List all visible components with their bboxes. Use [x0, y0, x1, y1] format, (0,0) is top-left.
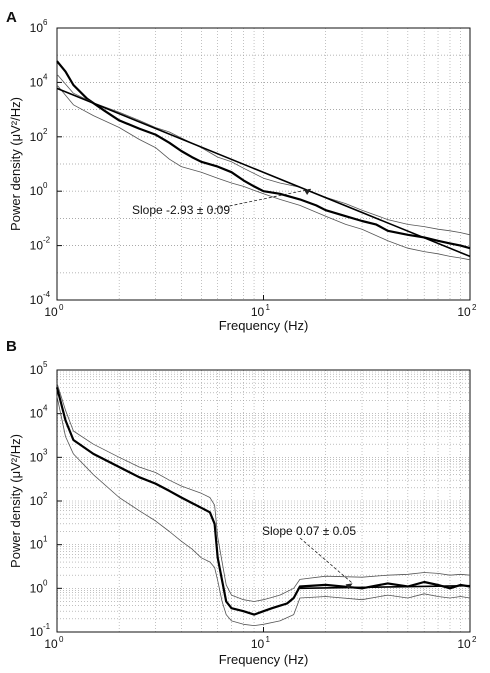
y-tick-exponent: 5 — [43, 360, 48, 369]
y-tick-exponent: 6 — [43, 18, 48, 27]
y-tick-label: 10 — [30, 293, 44, 307]
y-tick-label: 10 — [30, 625, 44, 639]
y-tick-label: 10 — [30, 239, 44, 253]
y-tick-exponent: 1 — [43, 535, 48, 544]
series-fit — [299, 584, 471, 590]
series-lower — [56, 84, 471, 261]
series-upper — [56, 382, 471, 602]
y-tick-label: 10 — [30, 538, 44, 552]
slope-annotation: Slope 0.07 ± 0.05 — [262, 524, 356, 538]
y-tick-label: 10 — [30, 450, 44, 464]
y-axis-label: Power density (μV²/Hz) — [8, 97, 23, 231]
panel-label: A — [6, 9, 17, 26]
y-axis-label: Power density (μV²/Hz) — [8, 434, 23, 568]
y-tick-label: 10 — [30, 581, 44, 595]
x-tick-exponent: 1 — [266, 303, 271, 312]
annotation-arrowhead — [345, 583, 353, 590]
y-tick-label: 10 — [30, 407, 44, 421]
series-mean — [55, 387, 471, 616]
y-tick-exponent: 0 — [43, 181, 48, 190]
y-tick-exponent: 4 — [43, 72, 48, 81]
y-tick-label: 10 — [30, 75, 44, 89]
x-tick-exponent: 2 — [472, 303, 477, 312]
x-tick-label: 10 — [457, 637, 471, 651]
annotation-arrow — [299, 537, 353, 584]
y-tick-label: 10 — [30, 130, 44, 144]
x-tick-label: 10 — [251, 305, 265, 319]
x-tick-exponent: 2 — [472, 635, 477, 644]
y-tick-exponent: 2 — [43, 127, 48, 136]
y-tick-label: 10 — [30, 363, 44, 377]
x-axis-label: Frequency (Hz) — [219, 652, 309, 667]
y-tick-exponent: -4 — [43, 290, 51, 299]
x-tick-label: 10 — [44, 305, 58, 319]
y-tick-exponent: -1 — [43, 622, 51, 631]
y-tick-exponent: 4 — [43, 404, 48, 413]
annotation-arrow — [209, 188, 312, 211]
x-tick-label: 10 — [457, 305, 471, 319]
x-tick-exponent: 0 — [59, 635, 64, 644]
panel-label: B — [6, 338, 17, 355]
y-tick-label: 10 — [30, 184, 44, 198]
series-upper — [56, 73, 471, 236]
series-mean — [56, 60, 471, 250]
y-tick-exponent: 0 — [43, 578, 48, 587]
x-tick-exponent: 1 — [266, 635, 271, 644]
y-tick-exponent: 2 — [43, 491, 48, 500]
y-tick-exponent: -2 — [43, 236, 51, 245]
grid — [57, 28, 470, 301]
y-tick-label: 10 — [30, 21, 44, 35]
y-tick-exponent: 3 — [43, 447, 48, 456]
x-tick-label: 10 — [251, 637, 265, 651]
annotation-arrowhead — [304, 189, 312, 196]
x-axis-label: Frequency (Hz) — [219, 318, 309, 333]
y-tick-label: 10 — [30, 494, 44, 508]
series-fit — [56, 87, 471, 258]
x-tick-label: 10 — [44, 637, 58, 651]
slope-annotation: Slope -2.93 ± 0.09 — [132, 203, 230, 217]
grid — [57, 370, 470, 632]
series-lower — [56, 396, 471, 626]
x-tick-exponent: 0 — [59, 303, 64, 312]
